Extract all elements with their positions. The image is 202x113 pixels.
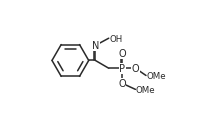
Text: P: P [119,64,124,74]
Text: O: O [131,64,139,74]
Text: OMe: OMe [146,71,165,80]
Text: N: N [91,41,99,51]
Text: OH: OH [108,34,122,43]
Text: O: O [118,49,125,59]
Text: OMe: OMe [135,85,155,94]
Text: O: O [118,79,125,88]
